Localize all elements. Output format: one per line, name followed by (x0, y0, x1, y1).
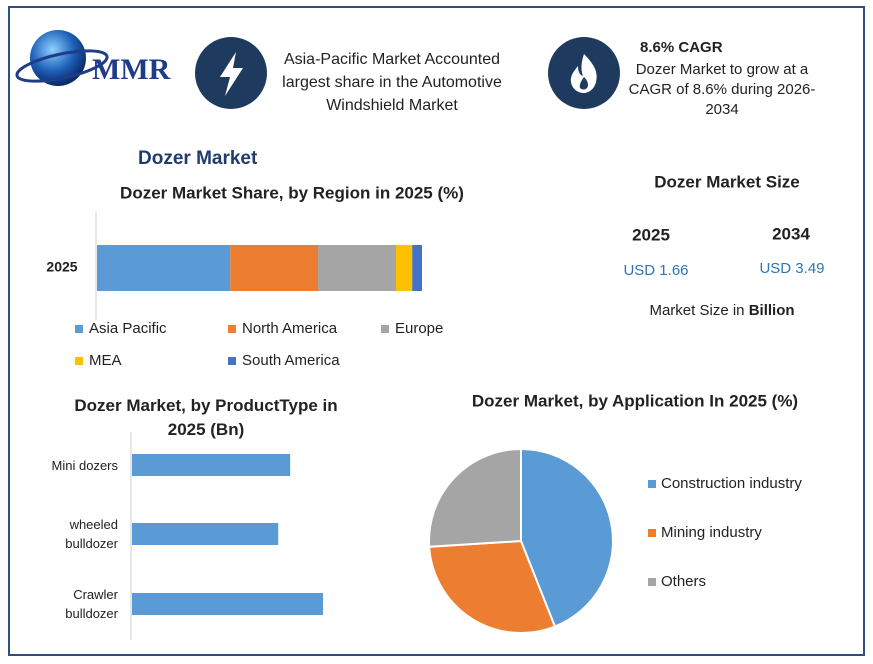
size-year: 2025 (632, 225, 670, 244)
legend-label: Others (661, 573, 706, 590)
bar (132, 454, 291, 476)
page-title: Dozer Market (138, 148, 258, 169)
legend-marker (648, 480, 656, 488)
frame (8, 6, 865, 656)
legend-label: Mining industry (661, 524, 762, 541)
highlight-text: Dozer Market to grow at a CAGR of 8.6% d… (628, 61, 816, 118)
pie-slice (428, 447, 522, 548)
size-note-unit: Billion (749, 302, 795, 319)
bar (132, 523, 279, 545)
highlight-title: 8.6% CAGR (640, 39, 723, 56)
legend-label: Asia Pacific (89, 320, 167, 337)
flame-icon (548, 37, 620, 109)
size-title: Dozer Market Size (654, 172, 800, 191)
legend-label: Europe (395, 320, 443, 337)
legend-label: Construction industry (661, 475, 802, 492)
bar-segment (412, 245, 422, 291)
bar-segment (230, 245, 318, 291)
logo-text: MMR (92, 53, 171, 86)
chart-title: Dozer Market, by ProductType in 2025 (Bn… (74, 396, 338, 439)
legend-marker (648, 578, 656, 586)
legend-marker (228, 357, 236, 365)
y-tick-label: 2025 (46, 259, 77, 275)
y-tick-label: Crawler bulldozer (65, 587, 118, 621)
bar-segment (97, 245, 231, 291)
pie-slice (520, 447, 614, 628)
legend-marker (381, 325, 389, 333)
legend-marker (75, 357, 83, 365)
size-note-text: Market Size in (649, 302, 744, 319)
chart-title: Dozer Market, by Application In 2025 (%) (472, 391, 798, 410)
chart-title: Dozer Market Share, by Region in 2025 (%… (120, 183, 464, 202)
size-note: Market Size in Billion (649, 302, 794, 319)
size-value: USD 3.49 (759, 260, 824, 277)
legend-label: MEA (89, 352, 122, 369)
bar (132, 593, 323, 615)
size-value: USD 1.66 (623, 262, 688, 279)
legend-label: North America (242, 320, 338, 337)
legend-marker (228, 325, 236, 333)
lightning-icon (195, 37, 267, 109)
bar-segment (318, 245, 396, 291)
bar-segment (396, 245, 413, 291)
y-tick-label: wheeled bulldozer (65, 517, 118, 551)
logo: MMR (15, 30, 171, 86)
size-year: 2034 (772, 224, 810, 243)
highlight-text: Asia-Pacific Market Accounted largest sh… (282, 51, 502, 114)
y-tick-label: Mini dozers (51, 458, 118, 473)
legend-marker (75, 325, 83, 333)
pie-slice (428, 539, 557, 634)
legend-label: South America (242, 352, 340, 369)
legend-marker (648, 529, 656, 537)
